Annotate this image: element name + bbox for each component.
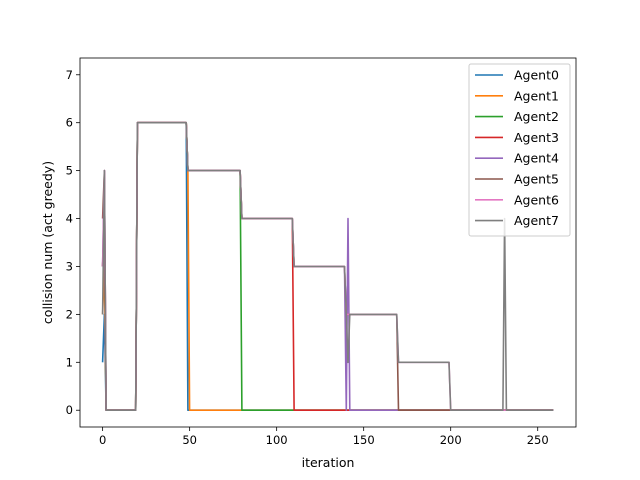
x-tick-label: 200 [440, 433, 462, 447]
series-lines [101, 121, 554, 412]
series-line-agent7 [101, 121, 554, 412]
x-tick-label: 250 [527, 433, 549, 447]
x-axis: 0 50 100 150 200 250 [99, 427, 549, 447]
y-tick-label: 4 [66, 212, 73, 226]
legend-label: Agent5 [514, 172, 559, 187]
legend-label: Agent6 [514, 192, 559, 207]
y-axis: 0 1 2 3 4 5 6 7 [66, 68, 80, 417]
y-tick-label: 3 [66, 259, 73, 273]
y-tick-label: 7 [66, 68, 73, 82]
x-tick-label: 150 [353, 433, 375, 447]
y-axis-label: collision num (act greedy) [40, 161, 55, 324]
legend-label: Agent2 [514, 109, 559, 124]
plot-frame [79, 57, 577, 428]
y-tick-label: 2 [66, 307, 73, 321]
x-tick-label: 0 [99, 433, 106, 447]
y-tick-label: 0 [66, 403, 73, 417]
legend-label: Agent3 [514, 130, 559, 145]
legend: Agent0 Agent1 Agent2 Agent3 Agent4 Agent5 Agen… [468, 63, 571, 237]
x-tick-label: 50 [182, 433, 197, 447]
legend-label: Agent1 [514, 88, 559, 103]
y-tick-label: 6 [66, 116, 73, 130]
x-tick-label: 100 [266, 433, 288, 447]
legend-box [468, 63, 571, 237]
x-axis-label: iteration [302, 455, 355, 470]
legend-label: Agent7 [514, 213, 559, 228]
y-tick-label: 5 [66, 164, 73, 178]
y-tick-label: 1 [66, 355, 73, 369]
legend-label: Agent0 [514, 68, 559, 83]
legend-label: Agent4 [514, 151, 559, 166]
